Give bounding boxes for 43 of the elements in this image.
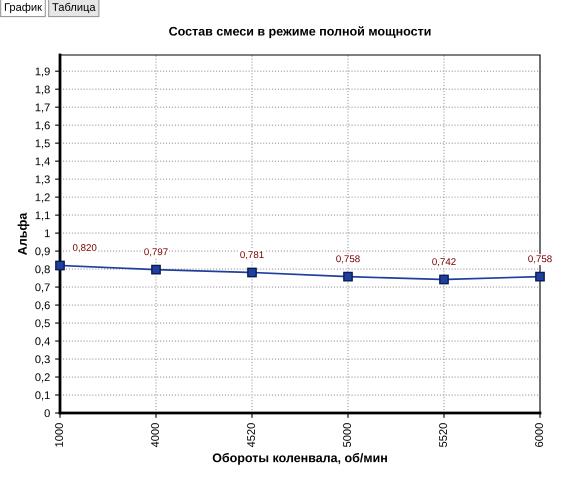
data-label: 0,758	[336, 255, 360, 264]
data-label: 0,742	[432, 258, 456, 266]
y-tick-label: 0,1	[35, 391, 50, 400]
x-tick-label: 4000	[151, 423, 159, 448]
chart-title: Состав смеси в режиме полной мощности	[169, 26, 431, 38]
x-tick-label: 1000	[55, 423, 63, 447]
point	[343, 272, 353, 282]
x-tick-label: 4520	[247, 423, 255, 448]
y-tick-label: 1,1	[36, 211, 50, 221]
x-tick-label: 5520	[439, 423, 447, 447]
x-tick-label: 5000	[343, 423, 351, 447]
point	[55, 260, 65, 270]
data-label: 0,820	[72, 244, 96, 252]
y-tick-label: 1,5	[36, 140, 50, 149]
y-tick-label: 0,6	[35, 301, 50, 311]
y-tick-label: 1,3	[36, 175, 50, 185]
y-tick-label: 1,7	[36, 104, 50, 113]
data-label: 0,797	[144, 248, 168, 256]
x-tick-label: 6000	[535, 423, 543, 447]
y-tick-label: 1	[44, 229, 50, 238]
y-tick-label: 0,2	[35, 373, 50, 382]
y-tick-label: 1,9	[36, 67, 50, 77]
text: График	[4, 2, 42, 14]
point	[151, 264, 161, 274]
point	[439, 274, 449, 284]
point	[535, 272, 545, 282]
y-tick-label: 1,6	[36, 121, 50, 131]
y-tick-label: 0,7	[35, 283, 50, 293]
y-tick-label: 0,8	[35, 265, 50, 275]
x-axis-title: Обороты коленвала, об/мин	[212, 452, 387, 465]
y-tick-label: 0,4	[35, 337, 50, 346]
y-tick-label: 0,3	[35, 355, 50, 364]
data-label: 0,781	[240, 251, 264, 260]
y-tick-label: 0,9	[35, 247, 50, 257]
y-tick-label: 0,5	[35, 319, 50, 328]
y-tick-label: 1,2	[36, 193, 50, 203]
y-tick-label: 0	[44, 409, 50, 418]
point	[247, 268, 257, 278]
data-label: 0,758	[528, 255, 552, 264]
y-tick-label: 1,4	[36, 158, 50, 167]
text: Таблица	[52, 2, 96, 14]
y-tick-label: 1,8	[36, 85, 50, 95]
y-axis-title: Альфа	[18, 212, 30, 255]
